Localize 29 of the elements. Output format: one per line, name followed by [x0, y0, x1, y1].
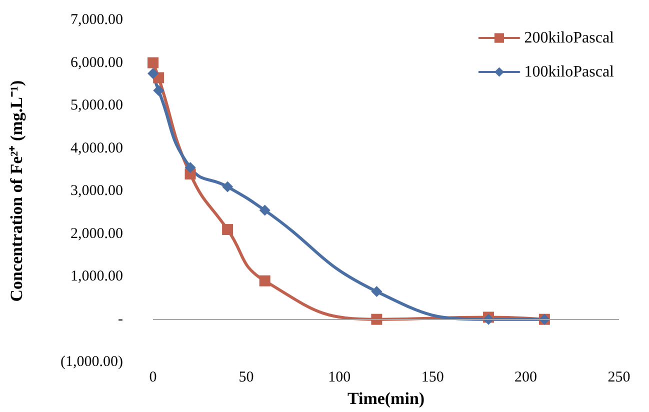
x-tick-label: 250: [608, 370, 630, 386]
y-tick-label: 5,000.00: [70, 98, 123, 114]
y-tick-label: 4,000.00: [70, 140, 123, 156]
point: [259, 204, 270, 216]
point: [184, 162, 196, 174]
point: [222, 181, 234, 192]
point: [153, 85, 164, 96]
point: [371, 314, 382, 325]
y-tick-label: 7,000.00: [70, 12, 123, 28]
point: [259, 275, 270, 286]
y-axis-title: Concentration of Fe²⁺ (mg.L⁻¹): [7, 80, 26, 302]
point: [371, 286, 382, 298]
x-tick-label: 0: [149, 370, 157, 386]
legend-label: 100kiloPascal: [524, 64, 615, 80]
y-tick-label: 2,000.00: [70, 226, 123, 242]
y-tick-label: (1,000.00): [60, 354, 123, 370]
point: [148, 68, 158, 79]
point: [148, 57, 158, 68]
x-axis-title: Time(min): [347, 389, 425, 408]
point: [222, 224, 234, 236]
x-tick-label: 150: [421, 370, 444, 386]
y-tick-label: -: [118, 311, 123, 328]
legend-label: 200kiloPascal: [524, 30, 615, 46]
x-tick-label: 100: [328, 370, 351, 386]
x-tick-label: 200: [514, 370, 538, 386]
x-tick-label: 50: [238, 370, 254, 386]
y-tick-label: 3,000.00: [70, 183, 123, 200]
y-tick-label: 1,000.00: [70, 268, 123, 285]
y-tick-label: 6,000.00: [70, 54, 123, 71]
